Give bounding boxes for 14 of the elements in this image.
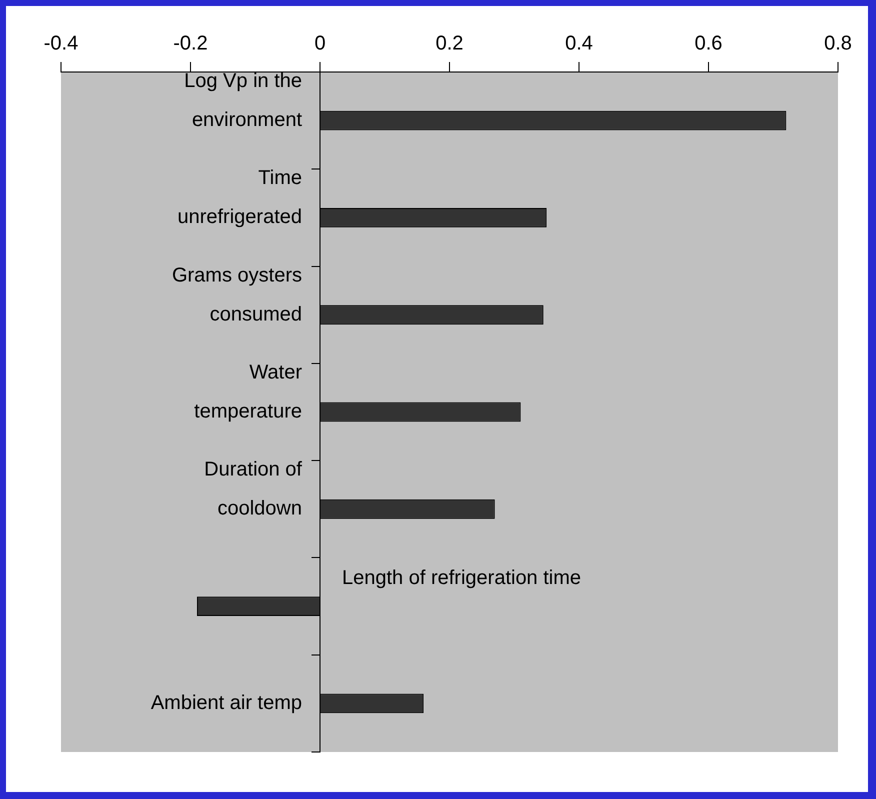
y-tick-label: Ambient air temp [150,692,302,714]
x-tick-label: 0.4 [565,32,593,55]
x-tick-label: 0.2 [436,32,464,55]
x-tick-label: -0.4 [44,32,78,55]
y-tick-label: Duration of cooldown [204,458,302,520]
y-tick-label: Time unrefrigerated [177,167,302,228]
y-tick-label: Grams oysters consumed [172,264,302,326]
x-tick-label: 0 [314,32,326,55]
x-tick-label: -0.2 [173,32,208,55]
x-tick-label: 0.6 [694,32,722,55]
y-tick-label: Length of refrigeration time [342,566,582,589]
y-tick-label: Water temperature [194,362,302,423]
x-tick-label: 0.8 [824,32,852,55]
y-tick-label: Log Vp in the environment [184,70,302,132]
